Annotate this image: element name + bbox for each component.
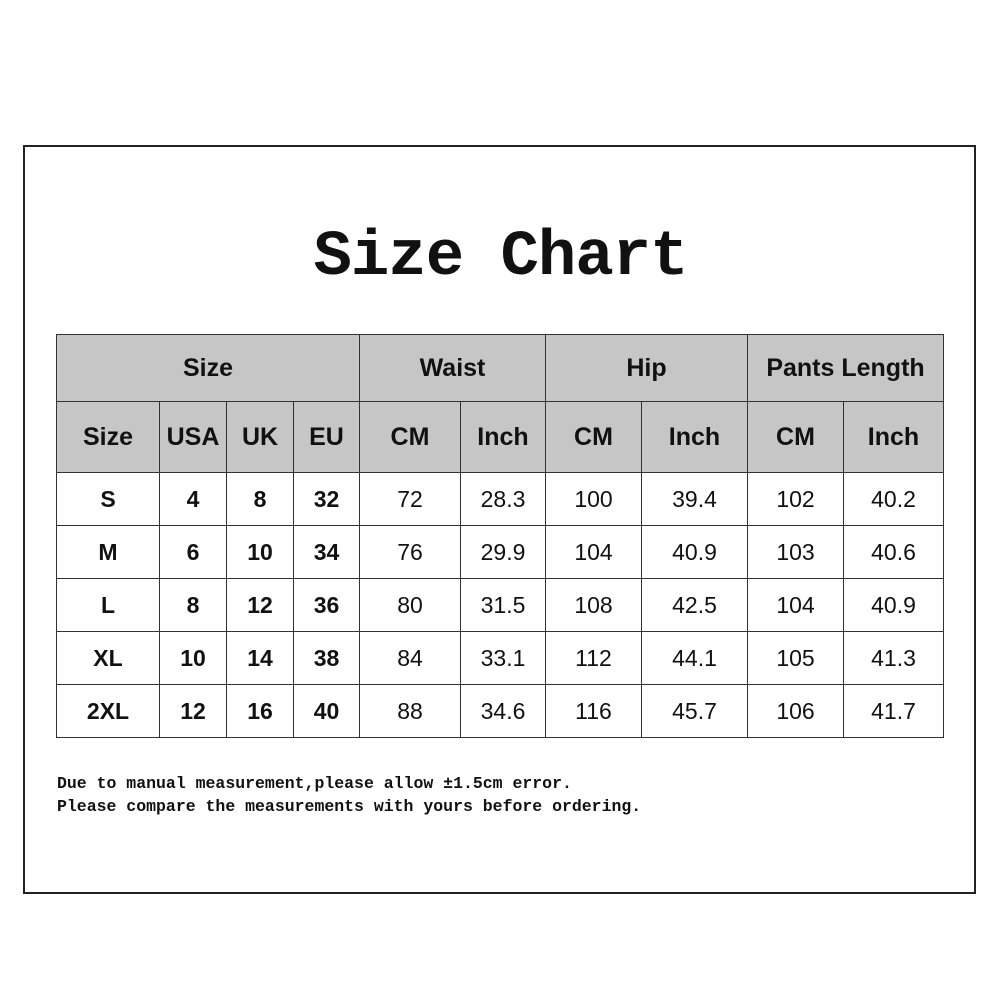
sub-header-cell: CM [747,401,844,473]
table-cell: 38 [293,631,360,685]
table-cell: 34.6 [460,684,546,738]
table-cell: L [56,578,160,632]
table-cell: 14 [226,631,294,685]
table-cell: 4 [159,472,227,526]
table-cell: 42.5 [641,578,748,632]
group-header-waist: Waist [359,334,546,402]
table-cell: 106 [747,684,844,738]
chart-frame [23,145,976,894]
sub-header-cell: USA [159,401,227,473]
sub-header-cell: CM [545,401,642,473]
table-row: S 4 8 32 72 28.3 100 39.4 102 40.2 [56,472,944,526]
table-cell: 80 [359,578,461,632]
sub-header-cell: EU [293,401,360,473]
table-cell: 100 [545,472,642,526]
table-cell: 12 [226,578,294,632]
table-cell: 112 [545,631,642,685]
table-cell: 40.6 [843,525,944,579]
table-cell: 10 [226,525,294,579]
table-cell: 104 [545,525,642,579]
table-cell: 6 [159,525,227,579]
table-cell: 44.1 [641,631,748,685]
table-cell: XL [56,631,160,685]
page-title: Size Chart [313,222,688,294]
table-cell: 45.7 [641,684,748,738]
table-cell: 88 [359,684,461,738]
table-row: M 6 10 34 76 29.9 104 40.9 103 40.6 [56,525,944,579]
table-cell: 76 [359,525,461,579]
table-cell: 16 [226,684,294,738]
table-cell: 29.9 [460,525,546,579]
notes: Due to manual measurement,please allow ±… [57,772,641,818]
table-cell: 40.9 [641,525,748,579]
table-cell: 34 [293,525,360,579]
table-cell: 41.7 [843,684,944,738]
sub-header-cell: UK [226,401,294,473]
table-cell: 8 [226,472,294,526]
table-cell: 40.9 [843,578,944,632]
table-cell: 108 [545,578,642,632]
sub-header-cell: Size [56,401,160,473]
table-cell: 32 [293,472,360,526]
table-cell: S [56,472,160,526]
sub-header-row: Size USA UK EU CM Inch CM Inch CM Inch [56,401,944,473]
table-cell: 84 [359,631,461,685]
group-header-size: Size [56,334,360,402]
table-cell: 33.1 [460,631,546,685]
table-cell: 102 [747,472,844,526]
group-header-pants-length: Pants Length [747,334,944,402]
table-cell: 10 [159,631,227,685]
table-cell: 104 [747,578,844,632]
size-table: Size Waist Hip Pants Length Size USA UK EU C… [56,334,944,738]
table-cell: 72 [359,472,461,526]
table-row: L 8 12 36 80 31.5 108 42.5 104 40.9 [56,578,944,632]
table-cell: 31.5 [460,578,546,632]
sub-header-cell: CM [359,401,461,473]
sub-header-cell: Inch [843,401,944,473]
note-line: Please compare the measurements with you… [57,797,642,816]
table-cell: 12 [159,684,227,738]
table-cell: M [56,525,160,579]
table-cell: 36 [293,578,360,632]
sub-header-cell: Inch [460,401,546,473]
sub-header-cell: Inch [641,401,748,473]
table-cell: 40.2 [843,472,944,526]
table-cell: 41.3 [843,631,944,685]
table-row: XL 10 14 38 84 33.1 112 44.1 105 41.3 [56,631,944,685]
table-cell: 103 [747,525,844,579]
table-cell: 105 [747,631,844,685]
table-row: 2XL 12 16 40 88 34.6 116 45.7 106 41.7 [56,684,944,738]
table-cell: 39.4 [641,472,748,526]
table-cell: 40 [293,684,360,738]
table-cell: 8 [159,578,227,632]
table-cell: 116 [545,684,642,738]
group-header-hip: Hip [545,334,748,402]
group-header-row: Size Waist Hip Pants Length [56,334,944,402]
table-cell: 28.3 [460,472,546,526]
note-line: Due to manual measurement,please allow ±… [57,774,572,793]
table-cell: 2XL [56,684,160,738]
